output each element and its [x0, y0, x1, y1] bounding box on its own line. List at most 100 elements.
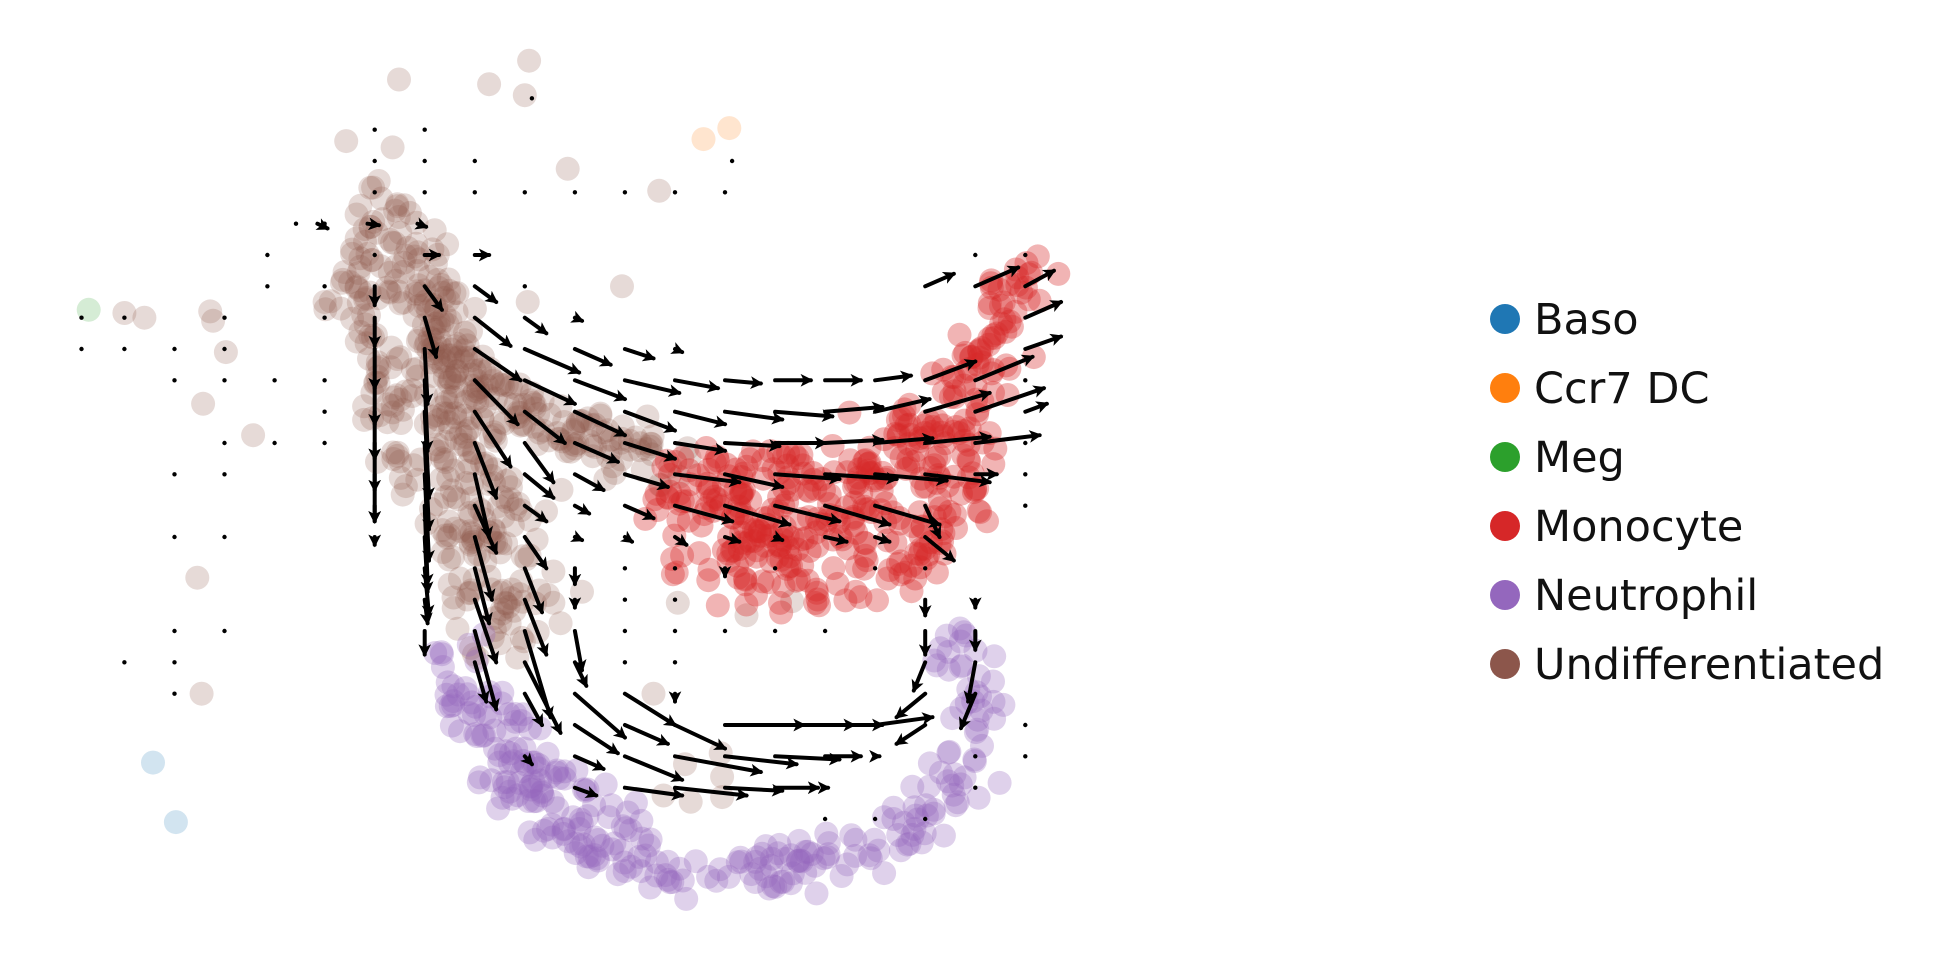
point-monocyte	[845, 554, 869, 579]
point-monocyte	[899, 553, 924, 578]
point-neutrophil	[909, 830, 934, 855]
point-neutrophil	[644, 863, 669, 888]
point-undifferentiated	[503, 392, 528, 417]
point-neutrophil	[799, 842, 824, 866]
series-neutrophil	[423, 616, 1016, 911]
point-monocyte	[742, 517, 766, 542]
velocity-dot	[372, 127, 377, 132]
point-undifferentiated	[499, 586, 524, 611]
point-neutrophil	[500, 786, 525, 811]
velocity-arrow	[773, 409, 835, 422]
point-undifferentiated	[569, 408, 594, 433]
point-neutrophil	[917, 751, 942, 776]
point-monocyte	[729, 483, 754, 508]
velocity-arrow	[472, 284, 499, 304]
point-neutrophil	[866, 838, 891, 863]
point-undifferentiated	[381, 447, 406, 471]
point-undifferentiated	[466, 376, 491, 401]
velocity-arrow	[1023, 300, 1064, 320]
velocity-dot	[222, 346, 227, 352]
velocity-dot	[79, 346, 84, 352]
point-neutrophil	[516, 789, 541, 813]
point-undifferentiated	[498, 487, 523, 512]
point-neutrophil	[814, 821, 839, 846]
point-undifferentiated	[602, 461, 627, 485]
point-neutrophil	[947, 616, 972, 641]
point-monocyte	[852, 556, 877, 581]
point-undifferentiated	[490, 597, 514, 622]
point-monocyte	[733, 567, 758, 592]
velocity-dot	[172, 378, 177, 383]
point-monocyte	[885, 408, 910, 432]
point-undifferentiated	[344, 226, 369, 251]
point-undifferentiated	[431, 355, 456, 380]
point-undifferentiated	[651, 783, 676, 808]
point-monocyte	[885, 552, 910, 576]
point-undifferentiated	[445, 616, 470, 641]
velocity-arrow	[572, 723, 620, 756]
point-monocyte	[656, 485, 681, 510]
velocity-arrow	[572, 785, 599, 799]
point-neutrophil	[529, 779, 554, 804]
velocity-arrow	[414, 217, 429, 230]
velocity-arrow	[572, 754, 606, 771]
point-neutrophil	[551, 821, 576, 846]
point-monocyte	[989, 293, 1013, 318]
point-undifferentiated	[132, 305, 157, 330]
point-monocyte	[888, 511, 912, 536]
point-monocyte	[791, 461, 816, 486]
velocity-dot	[372, 190, 377, 195]
point-monocyte	[757, 570, 782, 595]
point-undifferentiated	[380, 135, 405, 160]
point-neutrophil	[811, 846, 836, 871]
point-neutrophil	[482, 718, 507, 743]
point-neutrophil	[523, 827, 548, 852]
velocity-arrow	[873, 503, 942, 528]
point-neutrophil	[725, 850, 750, 875]
point-undifferentiated	[402, 303, 427, 328]
velocity-arrow	[572, 409, 628, 438]
point-neutrophil	[965, 717, 990, 742]
point-monocyte	[768, 590, 792, 615]
point-neutrophil	[490, 785, 515, 810]
velocity-dot	[772, 628, 778, 634]
point-monocyte	[696, 568, 721, 593]
legend-item-baso: Baso	[1490, 295, 1639, 345]
legend-item-meg: Meg	[1490, 433, 1625, 483]
velocity-dot	[1023, 472, 1028, 477]
point-monocyte	[780, 526, 805, 551]
velocity-dot	[322, 409, 327, 414]
point-undifferentiated	[436, 466, 461, 491]
point-neutrophil	[962, 749, 987, 774]
point-undifferentiated	[374, 275, 399, 300]
point-neutrophil	[552, 759, 577, 784]
point-neutrophil	[492, 775, 517, 800]
point-neutrophil	[471, 723, 496, 748]
point-undifferentiated	[489, 371, 514, 396]
point-undifferentiated	[462, 358, 487, 383]
point-neutrophil	[465, 724, 489, 749]
point-neutrophil	[501, 749, 526, 774]
point-neutrophil	[921, 801, 946, 826]
velocity-arrow	[823, 401, 885, 415]
point-undifferentiated	[453, 424, 478, 449]
point-undifferentiated	[665, 590, 690, 615]
velocity-dot	[622, 566, 628, 571]
point-undifferentiated	[459, 521, 484, 546]
point-undifferentiated	[499, 577, 524, 602]
point-neutrophil	[529, 780, 554, 805]
point-undifferentiated	[378, 280, 402, 305]
point-undifferentiated	[427, 315, 451, 340]
point-monocyte	[907, 542, 932, 567]
point-undifferentiated	[490, 578, 515, 603]
point-neutrophil	[656, 849, 680, 874]
point-undifferentiated	[348, 246, 373, 271]
point-undifferentiated	[437, 547, 462, 572]
velocity-dot	[472, 158, 477, 164]
point-undifferentiated	[383, 268, 408, 293]
point-neutrophil	[936, 657, 961, 682]
point-undifferentiated	[443, 405, 468, 430]
point-monocyte	[748, 519, 773, 544]
velocity-arrow	[959, 691, 978, 731]
point-undifferentiated	[346, 290, 371, 315]
